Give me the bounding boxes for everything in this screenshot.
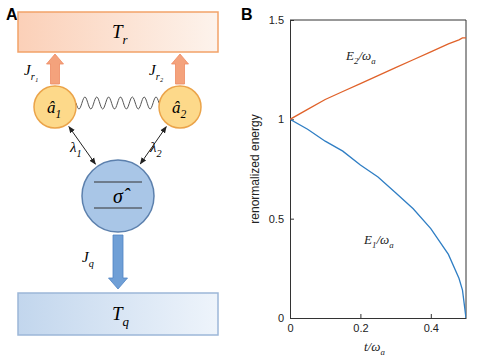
lines (290, 38, 466, 318)
tick: 0.5 (269, 213, 294, 225)
text-part: â (172, 98, 181, 117)
cold-bath (18, 293, 218, 335)
tick: 1 (278, 113, 294, 125)
mode (34, 86, 76, 128)
x-axis: 0 0.2 0.4 (287, 314, 466, 334)
text-part: E (363, 232, 372, 247)
coupling-arrow (140, 127, 166, 164)
text-part: t/ω (364, 339, 380, 354)
series-line (290, 38, 466, 119)
y-axis: 0 0.5 1 1.5 (269, 14, 294, 324)
tick-mark (290, 318, 294, 319)
tick: 0 (278, 312, 294, 324)
subscript: q (123, 314, 130, 329)
axis-line (291, 318, 467, 319)
coupling-label: λ1 (69, 139, 82, 159)
qubit-flux-label: Jq (82, 249, 94, 269)
qubit-label: σ̂ (113, 185, 131, 207)
tick-label: 0.5 (269, 213, 284, 225)
subscript: r₂ (156, 71, 164, 82)
series-label: E1/ωa (363, 232, 394, 250)
text-part: /ω (375, 232, 389, 247)
mode-flux-arrow (47, 54, 64, 84)
x-axis-title: t/ωa (364, 339, 385, 357)
tick-label: 0.4 (424, 322, 439, 334)
mode-flux-label: Jr₁ (24, 62, 38, 82)
subscript: 2 (181, 108, 187, 121)
subscript: a (371, 56, 376, 66)
chart: 0 0.2 0.4 0 0.5 1 1.5 E1/ωa E2/ωa renormalized en… (248, 14, 467, 357)
series-line (290, 119, 466, 318)
tick-label: 0 (287, 322, 293, 334)
panel-label: B (241, 6, 253, 23)
qubit-level (94, 208, 142, 209)
panel-label: A (6, 6, 18, 23)
subscript: a (389, 240, 394, 250)
qubit (82, 160, 154, 232)
mode-label: â2 (172, 98, 187, 121)
tick-label: 0.2 (353, 322, 368, 334)
axis-line (290, 21, 291, 319)
tick-label: 1.5 (269, 14, 284, 26)
coupling-spring (76, 97, 159, 109)
subscript: 1 (56, 108, 62, 121)
hot-bath-label: Tr (112, 21, 129, 47)
mode-label: â1 (47, 98, 61, 121)
tick: 0.4 (424, 314, 439, 334)
text-part: E (345, 48, 354, 63)
tick-mark (360, 314, 361, 318)
mode-flux-arrow (172, 54, 189, 84)
tick-mark (431, 314, 432, 318)
tick: 0.2 (353, 314, 368, 334)
tick-label: 1 (278, 113, 284, 125)
qubit-flux-arrow (109, 235, 128, 289)
y-axis-title: renormalized energy (248, 114, 262, 223)
series-label: E2/ωa (345, 48, 376, 66)
subscript: r (123, 32, 129, 47)
qubit-level (94, 182, 142, 183)
hot-bath (18, 12, 218, 52)
subscript: 1 (77, 148, 82, 159)
plot-frame (290, 20, 466, 21)
text-part: /ω (357, 48, 371, 63)
tick-label: 0 (278, 312, 284, 324)
coupling-arrow (69, 127, 96, 165)
text-part: â (47, 98, 56, 117)
plot-frame (466, 20, 467, 318)
tick-mark (290, 219, 294, 220)
cold-bath-label: Tq (112, 303, 130, 329)
subscript: q (89, 258, 94, 269)
figure: ABTrTqJr₁â1λ1Jr₂â2λ2σ̂Jq00.20.400.511.5E… (0, 0, 477, 362)
subscript: 2 (157, 148, 162, 159)
coupling-label: λ2 (149, 139, 162, 159)
subscript: a (380, 347, 385, 357)
diagram: TrTqJr₁â1λ1Jr₂â2λ2σ̂Jq (18, 12, 218, 335)
mode-flux-label: Jr₂ (149, 62, 164, 82)
subscript: r₁ (31, 71, 39, 82)
mode (159, 86, 201, 128)
